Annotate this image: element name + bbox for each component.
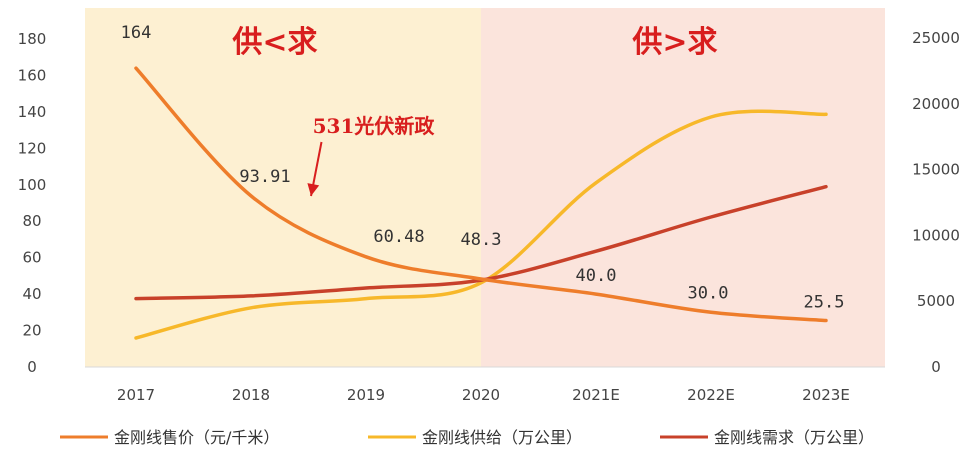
- legend-item-3: 金刚线需求（万公里）: [660, 428, 874, 447]
- series-line-1: [134, 66, 828, 323]
- price-data-label: 60.48: [373, 227, 424, 247]
- legend-item-2: 金刚线供给（万公里）: [368, 428, 582, 447]
- y-left-tick: 20: [22, 322, 41, 340]
- legend-label: 金刚线需求（万公里）: [714, 428, 874, 447]
- price-data-label: 164: [121, 23, 152, 43]
- x-tick-2017: 2017: [117, 386, 155, 404]
- x-tick-2019: 2019: [347, 386, 385, 404]
- y-right-tick: 10000: [912, 226, 960, 244]
- background-regions: 供<求 供>求: [85, 8, 885, 367]
- series-lines: [134, 66, 828, 340]
- y-left-tick: 80: [22, 212, 41, 230]
- x-tick-2020: 2020: [462, 386, 500, 404]
- annotations: 531光伏新政: [307, 114, 436, 197]
- legend-label: 金刚线售价（元/千米）: [114, 428, 279, 447]
- price-data-label: 30.0: [688, 283, 729, 303]
- x-tick-2023E: 2023E: [802, 386, 850, 404]
- y-right-tick: 15000: [912, 161, 960, 179]
- data-labels: 164 93.91 60.48 48.3 40.0 30.0 25.5: [121, 23, 845, 312]
- y-left-tick: 180: [18, 30, 47, 48]
- axes: 0 20 40 60 80 100 120 140 160 180 0 5000 10000 15000 2…: [18, 29, 960, 404]
- y-right-tick: 25000: [912, 29, 960, 47]
- y-left-tick: 0: [27, 358, 37, 376]
- price-data-label: 40.0: [576, 266, 617, 286]
- price-data-label: 48.3: [461, 230, 502, 250]
- price-data-label: 93.91: [239, 167, 290, 187]
- y-left-tick: 120: [18, 139, 47, 157]
- y-right-tick: 0: [931, 358, 941, 376]
- y-left-tick: 140: [18, 103, 47, 121]
- region-background-1: [85, 8, 481, 367]
- region-label-1: 供<求: [231, 25, 317, 60]
- annotation-arrow-head: [307, 183, 320, 196]
- legend: 金刚线售价（元/千米） 金刚线供给（万公里） 金刚线需求（万公里）: [60, 428, 874, 447]
- y-right-tick: 5000: [917, 292, 955, 310]
- region-label-2: 供>求: [631, 25, 717, 60]
- price-data-label: 25.5: [804, 293, 845, 313]
- y-left-tick: 160: [18, 66, 47, 84]
- y-left-tick: 100: [18, 176, 47, 194]
- x-tick-2022E: 2022E: [687, 386, 735, 404]
- y-left-tick: 60: [22, 249, 41, 267]
- x-tick-2018: 2018: [232, 386, 270, 404]
- annotation-531-policy: 531光伏新政: [313, 114, 436, 138]
- legend-label: 金刚线供给（万公里）: [422, 428, 582, 447]
- x-tick-2021E: 2021E: [572, 386, 620, 404]
- y-left-tick: 40: [22, 285, 41, 303]
- legend-item-1: 金刚线售价（元/千米）: [60, 428, 279, 447]
- y-right-tick: 20000: [912, 95, 960, 113]
